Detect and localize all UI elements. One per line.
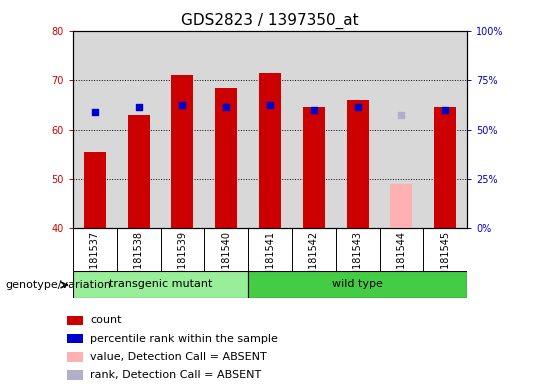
Point	[134, 104, 143, 111]
Bar	[127, 115, 150, 228]
Text: percentile rank within the sample: percentile rank within the sample	[90, 334, 278, 344]
Bar	[84, 152, 106, 228]
Point	[91, 109, 99, 115]
Point	[309, 107, 318, 113]
Bar	[347, 100, 368, 228]
Bar	[380, 31, 423, 228]
Text: GSM181538: GSM181538	[133, 230, 144, 290]
Text: rank, Detection Call = ABSENT: rank, Detection Call = ABSENT	[90, 370, 261, 380]
Text: GSM181537: GSM181537	[90, 230, 100, 290]
Bar	[390, 184, 413, 228]
Text: count: count	[90, 315, 122, 325]
Bar	[67, 370, 83, 380]
Point	[397, 112, 406, 118]
Point	[441, 107, 449, 113]
Text: genotype/variation: genotype/variation	[5, 280, 111, 290]
Point	[178, 102, 187, 108]
Point	[353, 104, 362, 111]
Text: GSM181543: GSM181543	[353, 230, 362, 290]
Text: GSM181540: GSM181540	[221, 230, 231, 290]
Text: GSM181541: GSM181541	[265, 230, 275, 290]
Bar	[67, 352, 83, 362]
Bar	[117, 31, 160, 228]
Bar	[292, 31, 336, 228]
Bar	[336, 31, 380, 228]
Bar	[259, 73, 281, 228]
Bar	[67, 316, 83, 325]
Bar	[67, 334, 83, 343]
Text: GSM181539: GSM181539	[178, 230, 187, 290]
Point	[266, 102, 274, 108]
Bar	[248, 271, 467, 298]
Bar	[73, 31, 117, 228]
Text: GSM181545: GSM181545	[440, 230, 450, 290]
Bar	[248, 31, 292, 228]
Bar	[160, 31, 204, 228]
Bar	[434, 108, 456, 228]
Bar	[73, 271, 248, 298]
Text: GSM181544: GSM181544	[396, 230, 407, 290]
Text: GSM181542: GSM181542	[309, 230, 319, 290]
Bar	[172, 75, 193, 228]
Text: value, Detection Call = ABSENT: value, Detection Call = ABSENT	[90, 352, 267, 362]
Title: GDS2823 / 1397350_at: GDS2823 / 1397350_at	[181, 13, 359, 29]
Bar	[204, 31, 248, 228]
Point	[222, 104, 231, 111]
Bar	[215, 88, 237, 228]
Text: wild type: wild type	[332, 279, 383, 289]
Text: transgenic mutant: transgenic mutant	[109, 279, 212, 289]
Bar	[303, 108, 325, 228]
Bar	[423, 31, 467, 228]
